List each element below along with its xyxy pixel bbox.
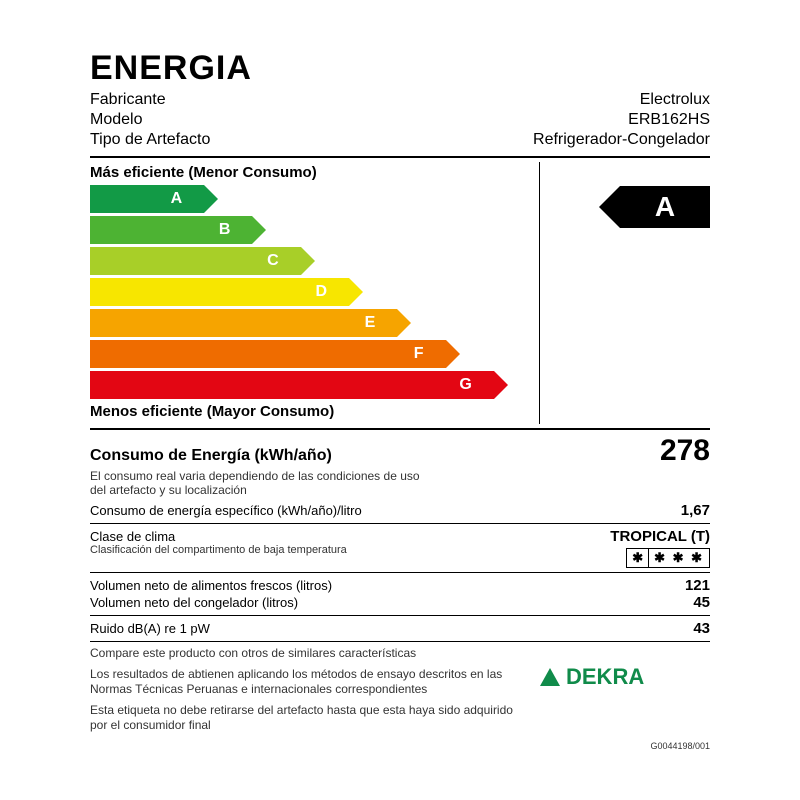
dekra-triangle-icon bbox=[540, 668, 560, 686]
header-label: Tipo de Artefacto bbox=[90, 130, 210, 150]
consumption-specific-value: 1,67 bbox=[681, 502, 710, 519]
star-left: ✱ bbox=[627, 549, 649, 567]
efficiency-bar: G bbox=[90, 371, 529, 399]
dekra-logo: DEKRA bbox=[540, 664, 710, 690]
efficiency-top-label: Más eficiente (Menor Consumo) bbox=[90, 164, 529, 181]
header-value: Refrigerador-Congelador bbox=[533, 130, 710, 150]
volume-section: Volumen neto de alimentos frescos (litro… bbox=[90, 572, 710, 615]
noise-section: Ruido dB(A) re 1 pW 43 bbox=[90, 615, 710, 641]
climate-section: Clase de clima Clasificación del compart… bbox=[90, 523, 710, 572]
volume-fresh-value: 121 bbox=[685, 577, 710, 594]
header-block: Fabricante Electrolux Modelo ERB162HS Ti… bbox=[90, 90, 710, 150]
rule bbox=[90, 156, 710, 158]
bar-b: B bbox=[90, 216, 252, 244]
bar-letter: A bbox=[171, 190, 183, 208]
volume-freezer-value: 45 bbox=[693, 594, 710, 611]
efficiency-bars: A B C D E F G bbox=[90, 185, 529, 399]
volume-freezer-label: Volumen neto del congelador (litros) bbox=[90, 595, 298, 610]
noise-value: 43 bbox=[693, 620, 710, 637]
efficiency-bar: D bbox=[90, 278, 529, 306]
efficiency-bar: C bbox=[90, 247, 529, 275]
rating-letter: A bbox=[655, 191, 675, 223]
bar-g: G bbox=[90, 371, 494, 399]
header-label: Fabricante bbox=[90, 90, 166, 110]
stars-right: ✱ ✱ ✱ bbox=[649, 549, 709, 567]
bar-f: F bbox=[90, 340, 446, 368]
bar-e: E bbox=[90, 309, 397, 337]
volume-fresh-label: Volumen neto de alimentos frescos (litro… bbox=[90, 578, 332, 593]
bar-letter: D bbox=[315, 283, 327, 301]
bar-letter: G bbox=[459, 376, 471, 394]
consumption-title: Consumo de Energía (kWh/año) bbox=[90, 447, 332, 465]
header-label: Modelo bbox=[90, 110, 142, 130]
noise-label: Ruido dB(A) re 1 pW bbox=[90, 621, 210, 636]
climate-label: Clase de clima bbox=[90, 529, 347, 544]
efficiency-bar: A bbox=[90, 185, 529, 213]
climate-sublabel: Clasificación del compartimento de baja … bbox=[90, 544, 347, 556]
efficiency-bar: E bbox=[90, 309, 529, 337]
efficiency-chart: Más eficiente (Menor Consumo) A B C D E F G Me… bbox=[90, 162, 710, 424]
footer-p1: Compare este producto con otros de simil… bbox=[90, 646, 530, 661]
rating-badge: A bbox=[620, 186, 710, 228]
bar-letter: F bbox=[414, 345, 424, 363]
bar-d: D bbox=[90, 278, 349, 306]
dekra-text: DEKRA bbox=[566, 664, 644, 690]
label-code: G0044198/001 bbox=[90, 741, 710, 751]
bar-letter: E bbox=[365, 314, 376, 332]
footer-p2: Los resultados de abtienen aplicando los… bbox=[90, 667, 530, 697]
bar-letter: B bbox=[219, 221, 231, 239]
efficiency-bar: F bbox=[90, 340, 529, 368]
efficiency-bottom-label: Menos eficiente (Mayor Consumo) bbox=[90, 403, 529, 420]
consumption-specific-label: Consumo de energía específico (kWh/año)/… bbox=[90, 503, 362, 518]
footer-p3: Esta etiqueta no debe retirarse del arte… bbox=[90, 703, 530, 733]
footer-section: Compare este producto con otros de simil… bbox=[90, 641, 710, 739]
header-value: ERB162HS bbox=[628, 110, 710, 130]
stars-box: ✱ ✱ ✱ ✱ bbox=[626, 548, 710, 568]
bar-letter: C bbox=[267, 252, 279, 270]
header-value: Electrolux bbox=[640, 90, 710, 110]
bar-a: A bbox=[90, 185, 204, 213]
energy-label: ENERGIA Fabricante Electrolux Modelo ERB… bbox=[90, 49, 710, 751]
consumption-note: El consumo real varia dependiendo de las… bbox=[90, 470, 420, 498]
climate-value: TROPICAL (T) bbox=[610, 528, 710, 545]
bar-c: C bbox=[90, 247, 301, 275]
consumption-value: 278 bbox=[660, 434, 710, 468]
efficiency-bar: B bbox=[90, 216, 529, 244]
consumption-section: Consumo de Energía (kWh/año) 278 El cons… bbox=[90, 428, 710, 523]
label-title: ENERGIA bbox=[90, 49, 252, 88]
